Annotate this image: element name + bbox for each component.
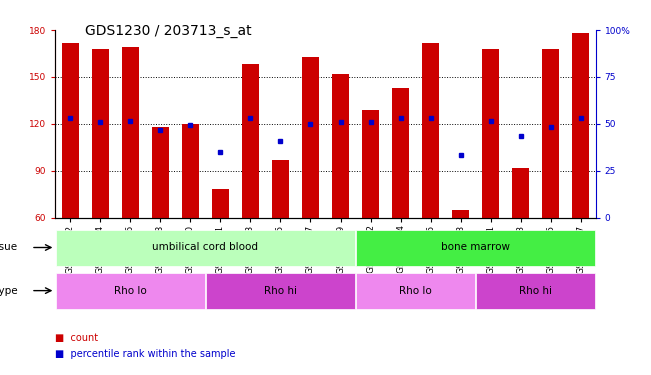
Bar xyxy=(332,74,349,217)
Bar xyxy=(422,42,439,218)
Text: Rho lo: Rho lo xyxy=(399,286,432,296)
Text: ■  percentile rank within the sample: ■ percentile rank within the sample xyxy=(55,350,236,359)
Bar xyxy=(302,57,319,217)
Text: GDS1230 / 203713_s_at: GDS1230 / 203713_s_at xyxy=(85,24,251,38)
Text: Rho lo: Rho lo xyxy=(114,286,146,296)
Bar xyxy=(56,230,355,266)
Bar xyxy=(452,210,469,218)
Bar xyxy=(56,273,205,309)
Bar xyxy=(62,42,79,218)
Bar xyxy=(512,168,529,217)
Text: umbilical cord blood: umbilical cord blood xyxy=(152,243,258,252)
Bar xyxy=(356,273,475,309)
Text: bone marrow: bone marrow xyxy=(441,243,510,252)
Bar xyxy=(92,49,109,217)
Text: tissue: tissue xyxy=(0,243,18,252)
Bar xyxy=(122,47,139,217)
Text: cell type: cell type xyxy=(0,286,18,296)
Bar xyxy=(272,160,289,218)
Bar xyxy=(572,33,589,218)
Bar xyxy=(242,64,258,218)
Bar xyxy=(356,230,595,266)
Bar xyxy=(476,273,595,309)
Text: ■  count: ■ count xyxy=(55,333,98,342)
Bar xyxy=(182,124,199,218)
Bar xyxy=(542,49,559,217)
Text: Rho hi: Rho hi xyxy=(264,286,297,296)
Bar xyxy=(362,110,379,218)
Bar xyxy=(482,49,499,217)
Bar xyxy=(212,189,229,217)
Bar xyxy=(152,127,169,218)
Text: Rho hi: Rho hi xyxy=(519,286,552,296)
Bar xyxy=(206,273,355,309)
Bar xyxy=(393,88,409,218)
